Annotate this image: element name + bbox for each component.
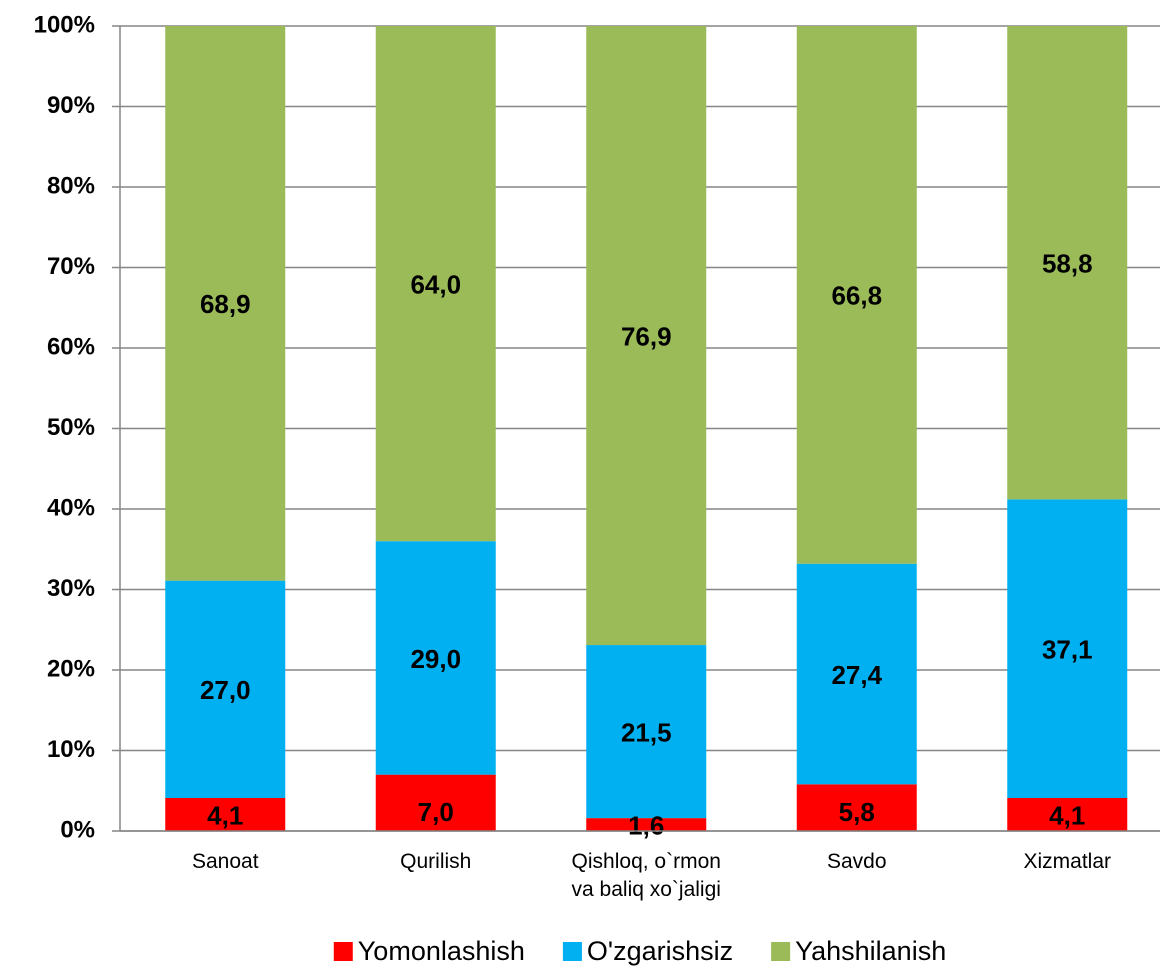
legend-label: O'zgarishsiz xyxy=(587,936,733,966)
value-label: 7,0 xyxy=(418,797,454,827)
y-tick-label: 50% xyxy=(47,414,95,441)
x-tick-label: Xizmatlar xyxy=(1023,850,1112,873)
legend-swatch xyxy=(333,942,353,961)
bar-segment xyxy=(586,26,707,646)
value-label: 66,8 xyxy=(831,281,882,311)
value-label: 37,1 xyxy=(1042,635,1093,665)
value-label: 27,4 xyxy=(831,660,882,690)
y-tick-label: 90% xyxy=(47,92,95,119)
bar-segment xyxy=(796,26,917,564)
legend: Yomonlashish O'zgarishsiz Yahshilanish xyxy=(333,936,946,966)
y-tick-label: 0% xyxy=(60,816,95,843)
x-tick-label: Savdo xyxy=(826,850,887,873)
bar-segment xyxy=(796,784,917,831)
value-label: 29,0 xyxy=(410,644,461,674)
bar-segment xyxy=(586,818,707,831)
y-tick-label: 30% xyxy=(47,575,95,602)
value-label: 76,9 xyxy=(621,321,672,351)
y-tick-label: 100% xyxy=(34,11,95,38)
bar-segment xyxy=(375,541,496,775)
legend-label: Yomonlashish xyxy=(358,936,525,966)
legend-label: Yahshilanish xyxy=(795,936,946,966)
legend-swatch xyxy=(562,942,582,961)
bar-segment xyxy=(165,580,286,798)
x-tick-label: Qurilish xyxy=(400,850,472,873)
y-tick-label: 10% xyxy=(47,736,95,763)
x-tick-label: Qishloq, o`rmon va baliq xo`jaligi xyxy=(571,850,721,901)
value-label: 68,9 xyxy=(200,289,251,319)
y-tick-label: 60% xyxy=(47,333,95,360)
bar-segment xyxy=(165,26,286,581)
bar-segment xyxy=(1007,797,1128,831)
bar-segment xyxy=(1007,499,1128,798)
bar-segment xyxy=(375,26,496,542)
y-tick-label: 40% xyxy=(47,494,95,521)
value-label: 5,8 xyxy=(839,797,875,827)
bar-segment xyxy=(375,774,496,831)
legend-swatch xyxy=(771,942,791,961)
y-tick-label: 70% xyxy=(47,253,95,280)
bar-segment xyxy=(1007,26,1128,500)
value-label: 4,1 xyxy=(207,800,243,830)
value-label: 27,0 xyxy=(200,675,251,705)
bar-segment xyxy=(586,645,707,819)
value-label: 21,5 xyxy=(621,717,672,747)
value-label: 58,8 xyxy=(1042,249,1093,279)
value-label: 64,0 xyxy=(410,269,461,299)
x-tick-label: Sanoat xyxy=(191,850,259,873)
value-label: 4,1 xyxy=(1049,800,1085,830)
y-tick-label: 20% xyxy=(47,655,95,682)
bar-segment xyxy=(165,797,286,831)
y-tick-label: 80% xyxy=(47,172,95,199)
bar-segment xyxy=(796,563,917,785)
value-label: 1,6 xyxy=(628,810,664,840)
